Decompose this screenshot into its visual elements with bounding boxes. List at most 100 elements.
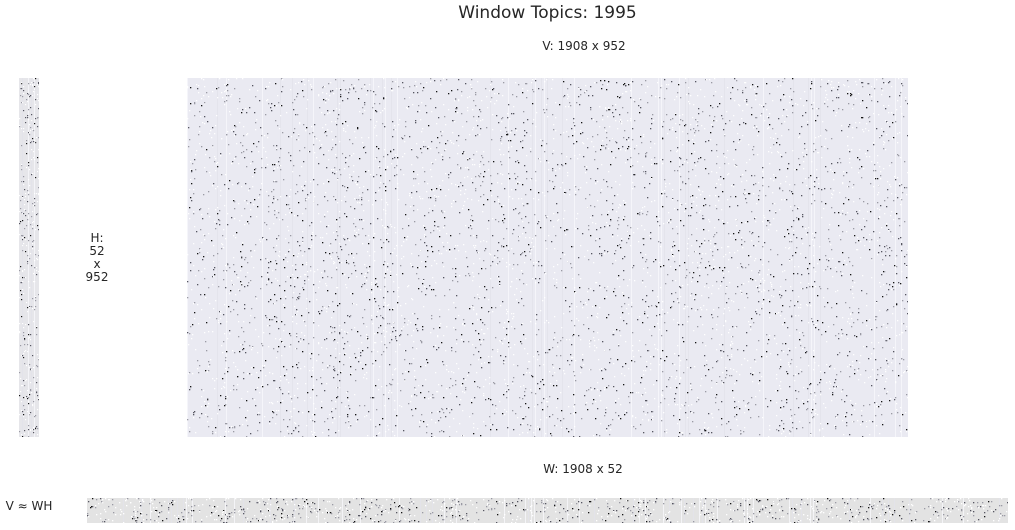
heatmap-cell xyxy=(25,350,27,352)
heatmap-cell xyxy=(411,396,413,398)
heatmap-cell xyxy=(447,140,449,142)
heatmap-cell xyxy=(597,332,599,334)
heatmap-cell xyxy=(344,168,346,170)
heatmap-cell xyxy=(723,273,725,275)
heatmap-cell xyxy=(302,90,304,92)
heatmap-cell xyxy=(904,221,906,223)
heatmap-cell xyxy=(235,294,237,296)
heatmap-cell xyxy=(883,420,885,422)
heatmap-column-streak xyxy=(631,78,632,437)
heatmap-cell xyxy=(609,349,611,351)
heatmap-cell xyxy=(476,151,478,153)
heatmap-cell xyxy=(537,383,539,385)
heatmap-cell xyxy=(794,380,796,382)
heatmap-cell xyxy=(28,132,30,134)
heatmap-cell xyxy=(368,270,370,272)
heatmap-cell xyxy=(334,339,336,341)
heatmap-cell xyxy=(744,427,746,429)
heatmap-cell xyxy=(476,237,478,239)
heatmap-cell xyxy=(319,107,321,109)
heatmap-cell xyxy=(297,114,299,116)
heatmap-cell xyxy=(339,169,341,171)
heatmap-cell xyxy=(225,90,227,92)
heatmap-cell xyxy=(314,124,316,126)
heatmap-cell xyxy=(471,178,473,180)
heatmap-cell xyxy=(501,118,503,120)
heatmap-cell xyxy=(881,251,883,253)
h-label-line: x xyxy=(93,257,101,271)
heatmap-cell xyxy=(583,304,585,306)
heatmap-cell xyxy=(671,250,673,252)
heatmap-column-streak xyxy=(262,78,263,437)
heatmap-cell xyxy=(220,323,222,325)
heatmap-cell xyxy=(835,267,837,269)
heatmap-cell xyxy=(642,213,644,215)
heatmap-cell xyxy=(690,124,692,126)
heatmap-cell xyxy=(190,270,192,272)
heatmap-cell xyxy=(575,194,577,196)
heatmap-cell xyxy=(674,353,676,355)
heatmap-cell xyxy=(212,431,214,433)
heatmap-cell xyxy=(322,362,324,364)
heatmap-cell xyxy=(705,141,707,143)
heatmap-cell xyxy=(268,86,270,88)
heatmap-cell xyxy=(312,414,314,416)
heatmap-cell xyxy=(599,126,601,128)
heatmap-cell xyxy=(434,260,436,262)
heatmap-cell xyxy=(718,409,720,411)
heatmap-cell xyxy=(492,218,494,220)
heatmap-cell xyxy=(296,348,298,350)
heatmap-cell xyxy=(796,217,798,219)
heatmap-cell xyxy=(37,84,39,86)
heatmap-cell xyxy=(789,430,791,432)
heatmap-cell xyxy=(828,260,830,262)
heatmap-cell xyxy=(638,392,640,394)
heatmap-cell xyxy=(189,427,191,429)
heatmap-cell xyxy=(307,392,309,394)
heatmap-cell xyxy=(544,151,546,153)
heatmap-cell xyxy=(298,431,300,433)
heatmap-cell xyxy=(490,254,492,256)
heatmap-cell xyxy=(33,273,35,275)
heatmap-cell xyxy=(825,203,827,205)
heatmap-cell xyxy=(822,121,824,123)
heatmap-cell xyxy=(601,253,603,255)
heatmap-cell xyxy=(21,169,23,171)
heatmap-cell xyxy=(458,100,460,102)
heatmap-cell xyxy=(198,323,200,325)
heatmap-cell xyxy=(267,384,269,386)
heatmap-cell xyxy=(599,246,601,248)
heatmap-cell xyxy=(540,161,542,163)
heatmap-cell xyxy=(519,397,521,399)
heatmap-cell xyxy=(854,369,856,371)
heatmap-cell xyxy=(812,321,814,323)
heatmap-cell xyxy=(879,433,881,435)
heatmap-cell xyxy=(753,146,755,148)
heatmap-cell xyxy=(22,281,24,283)
heatmap-cell xyxy=(849,220,851,222)
heatmap-cell xyxy=(209,317,211,319)
heatmap-cell xyxy=(436,196,438,198)
heatmap-cell xyxy=(273,348,275,350)
heatmap-cell xyxy=(583,324,585,326)
heatmap-cell xyxy=(795,390,797,392)
heatmap-cell xyxy=(235,126,237,128)
heatmap-cell xyxy=(220,155,222,157)
heatmap-cell xyxy=(690,184,692,186)
heatmap-cell xyxy=(35,254,37,256)
heatmap-cell xyxy=(474,397,476,399)
heatmap-cell xyxy=(297,367,299,369)
heatmap-cell xyxy=(529,429,531,431)
heatmap-cell xyxy=(849,364,851,366)
heatmap-cell xyxy=(444,225,446,227)
heatmap-cell xyxy=(284,307,286,309)
heatmap-cell xyxy=(196,100,198,102)
heatmap-cell xyxy=(569,364,571,366)
heatmap-cell xyxy=(588,259,590,261)
heatmap-cell xyxy=(37,162,39,164)
heatmap-cell xyxy=(619,204,621,206)
heatmap-cell xyxy=(325,252,327,254)
heatmap-cell xyxy=(467,266,469,268)
heatmap-column-streak xyxy=(307,78,308,437)
heatmap-cell xyxy=(829,224,831,226)
